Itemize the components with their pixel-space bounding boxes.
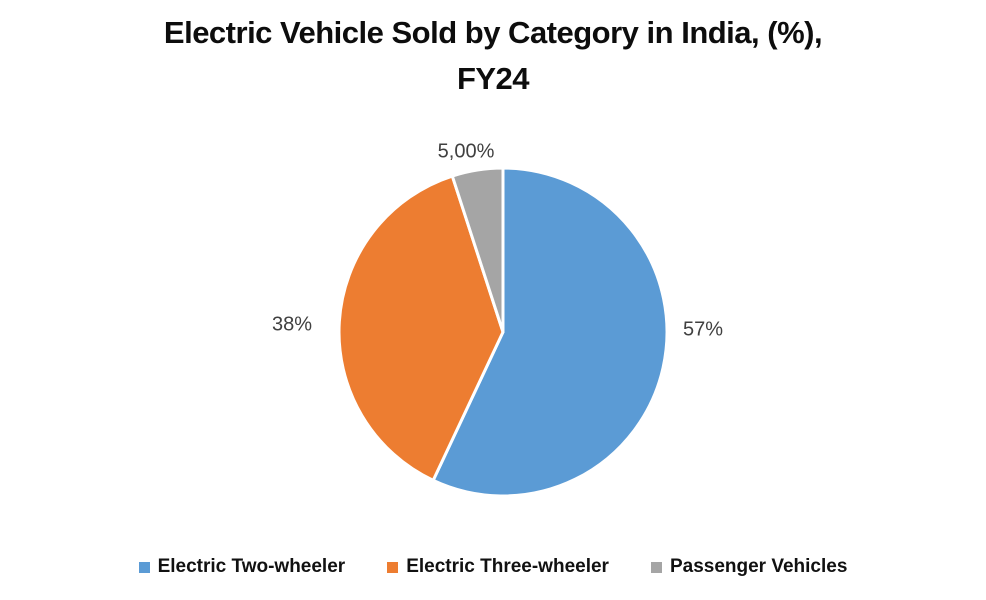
legend-label-passenger-vehicles: Passenger Vehicles [669,556,848,577]
data-label-electric-two-wheeler: 57% [682,318,724,341]
legend-item-electric-three-wheeler: Electric Three-wheeler [387,556,609,578]
legend-item-electric-two-wheeler: Electric Two-wheeler [138,556,346,578]
chart-title-line-1: Electric Vehicle Sold by Category in Ind… [163,15,823,50]
pie-slice-electric-two-wheeler [431,166,669,498]
legend-label-electric-two-wheeler: Electric Two-wheeler [157,556,346,577]
data-label-passenger-vehicles: 5,00% [437,140,495,163]
legend-label-electric-three-wheeler: Electric Three-wheeler [406,556,609,577]
chart-title: Electric Vehicle Sold by Category in Ind… [0,10,986,102]
pie-chart [337,166,669,498]
legend: Electric Two-wheeler Electric Three-whee… [0,556,986,578]
legend-swatch-electric-three-wheeler-icon [387,561,399,573]
chart-title-line-2: FY24 [456,61,530,96]
legend-swatch-passenger-vehicles-icon [650,561,662,573]
pie-slice-electric-three-wheeler [337,174,505,482]
pie-slice-passenger-vehicles [450,166,505,334]
legend-swatch-electric-two-wheeler-icon [138,561,150,573]
data-label-electric-three-wheeler: 38% [271,313,313,336]
legend-item-passenger-vehicles: Passenger Vehicles [650,556,848,578]
